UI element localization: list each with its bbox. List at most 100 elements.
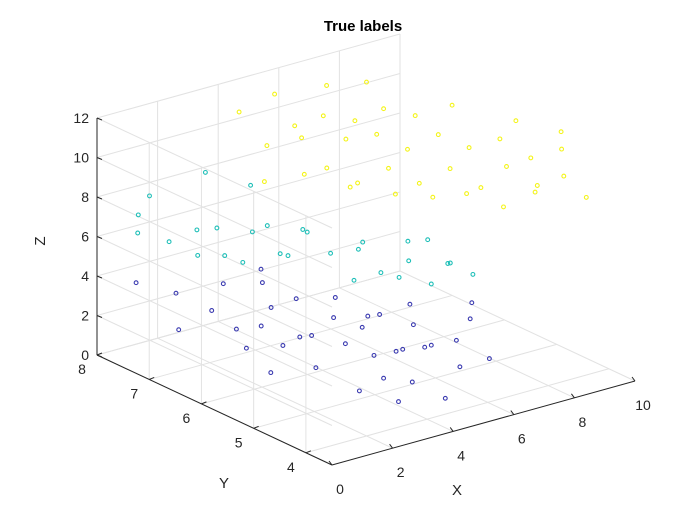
scatter-point (416, 180, 422, 186)
scatter-point (396, 399, 401, 405)
scatter-point (486, 356, 492, 362)
scatter-point (293, 296, 299, 302)
scatter-point (410, 322, 416, 328)
scatter-point (135, 230, 141, 236)
scatter-point (356, 388, 362, 394)
scatter-point (285, 253, 291, 259)
x-tick-label: 10 (635, 397, 651, 413)
scatter-point (470, 271, 476, 277)
scatter-point (528, 155, 534, 161)
z-tick-mark (96, 117, 103, 121)
scatter-point (194, 227, 200, 233)
scatter-point (497, 136, 503, 142)
side-wall-gridline (96, 315, 333, 426)
scatter-point (133, 280, 139, 286)
scatter-point (220, 281, 226, 287)
y-tick-mark (149, 376, 155, 380)
scatter-point (504, 164, 509, 169)
y-tick-label: 6 (183, 410, 191, 426)
scatter-point (300, 227, 306, 232)
floor-gridline (339, 287, 575, 399)
back-wall-gridline (96, 112, 401, 198)
scatter-point (342, 341, 348, 347)
scatter-point (176, 327, 182, 333)
scatter-point (513, 118, 519, 124)
scatter-point (561, 173, 567, 179)
z-tick-label: 8 (81, 189, 89, 205)
scatter-point (378, 270, 384, 276)
scatter-point (202, 169, 208, 175)
scatter-point (558, 129, 564, 135)
scatter-point (309, 333, 315, 338)
y-tick-mark (201, 401, 207, 405)
scatter-point (360, 239, 366, 245)
x-axis-line (331, 380, 636, 466)
scatter-point (268, 370, 274, 376)
side-wall-gridline (96, 236, 333, 347)
axes-panes (97, 34, 635, 465)
scatter-point (412, 113, 418, 119)
back-wall-gridline (96, 152, 401, 237)
scatter-point (445, 261, 451, 266)
z-tick-label: 6 (81, 229, 89, 245)
back-wall-gridline (96, 191, 401, 277)
x-tick-mark (631, 376, 636, 382)
scatter-point (258, 266, 264, 272)
scatter-point (332, 295, 338, 300)
x-tick-mark (510, 410, 515, 415)
scatter-point (422, 344, 428, 350)
scatter-point (467, 316, 473, 322)
x-tick-label: 4 (457, 447, 465, 463)
floor-gridline (253, 343, 557, 429)
scatter-point (264, 143, 270, 149)
scatter-point (435, 132, 441, 138)
scatter-point (166, 239, 172, 245)
scatter-point (406, 258, 412, 264)
x-tick-mark (389, 443, 394, 449)
z-axis-label: Z (32, 236, 49, 245)
y-tick-label: 4 (287, 459, 295, 475)
z-tick-label: 2 (81, 308, 89, 324)
scatter-point (248, 182, 254, 188)
back-wall-gridline (96, 73, 401, 158)
data-points (133, 79, 589, 405)
z-tick-mark (96, 157, 103, 160)
x-tick-label: 2 (397, 464, 405, 480)
floor-gridline (399, 270, 636, 382)
scatter-point (425, 237, 431, 243)
scatter-point (447, 166, 453, 172)
floor-gridline (157, 337, 393, 449)
scatter-point (351, 277, 357, 283)
scatter-point (240, 259, 246, 265)
scatter-point (280, 343, 286, 348)
scatter-point (559, 146, 565, 152)
scatter-point (209, 308, 215, 313)
x-tick-label: 6 (518, 431, 526, 447)
scatter-point (328, 250, 334, 256)
scatter-point (371, 352, 377, 358)
scatter-point (243, 345, 249, 351)
floor-gridline (305, 368, 610, 454)
scatter-point (195, 252, 201, 258)
scatter-point (381, 106, 387, 112)
scatter-point (147, 193, 152, 199)
scatter-point (258, 323, 264, 329)
y-tick-mark (305, 450, 312, 454)
scatter-point (409, 379, 415, 385)
scatter-point (469, 300, 475, 306)
scatter-point (135, 212, 141, 218)
scatter-point (214, 225, 220, 231)
scatter-point (292, 123, 298, 129)
y-tick-mark (253, 425, 259, 429)
scatter-point (259, 280, 265, 286)
z-tick-label: 10 (73, 150, 89, 166)
scatter-point (501, 204, 506, 210)
scatter-point (464, 191, 470, 197)
back-wall-gridline (96, 231, 401, 316)
scatter-point (457, 364, 463, 370)
x-tick-label: 8 (579, 414, 587, 430)
scatter-point (233, 326, 239, 332)
scatter-point (313, 365, 319, 371)
